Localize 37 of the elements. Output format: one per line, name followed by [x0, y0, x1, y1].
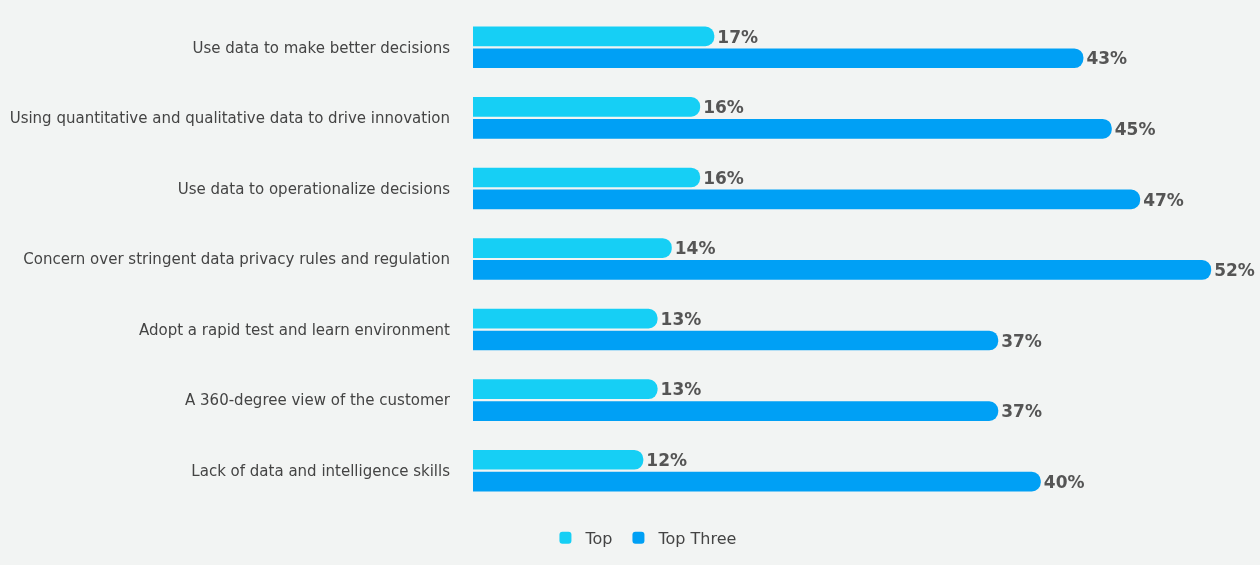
y-tick-label: Use data to operationalize decisions	[177, 179, 451, 198]
data-label: 16%	[703, 167, 744, 188]
bar	[473, 48, 1084, 69]
legend-label: Top	[584, 528, 613, 548]
data-label: 47%	[1143, 189, 1184, 210]
bar	[473, 97, 701, 117]
bar	[473, 330, 999, 351]
data-label: 37%	[1001, 401, 1042, 422]
data-label: 16%	[703, 97, 744, 118]
legend-label: Top Three	[657, 528, 737, 548]
bar	[473, 260, 1212, 280]
data-label: 13%	[660, 379, 702, 400]
y-tick-label: Lack of data and intelligence skills	[191, 461, 451, 480]
bar	[473, 401, 999, 421]
bar	[473, 118, 1112, 139]
y-tick-label: Adopt a rapid test and learn environment	[138, 320, 451, 339]
bar	[473, 379, 658, 400]
y-tick-label: Using quantitative and qualitative data to drive innovation	[9, 109, 450, 128]
data-label: 12%	[646, 450, 688, 471]
bar	[473, 449, 644, 470]
data-label: 40%	[1043, 471, 1085, 492]
data-label: 52%	[1214, 260, 1255, 281]
data-label: 43%	[1086, 48, 1128, 69]
bar	[473, 471, 1041, 492]
data-label: 14%	[674, 238, 716, 259]
y-tick-label: A 360-degree view of the customer	[185, 391, 451, 410]
y-tick-label: Use data to make better decisions	[192, 38, 451, 57]
data-label: 45%	[1114, 119, 1156, 140]
bar	[473, 238, 672, 258]
data-label: 37%	[1001, 330, 1042, 351]
bar	[473, 189, 1141, 210]
data-label: 17%	[717, 26, 759, 47]
y-tick-label: Concern over stringent data privacy rules and regulation	[23, 250, 450, 269]
bar	[473, 26, 715, 47]
bar	[473, 308, 658, 329]
bar	[473, 167, 701, 188]
data-label: 13%	[660, 308, 702, 329]
